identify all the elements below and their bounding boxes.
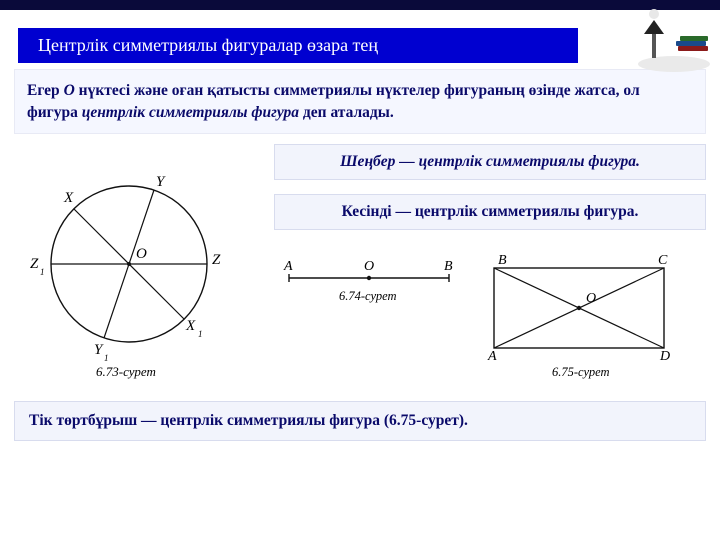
rect-O: O (586, 291, 596, 306)
lbl-O: O (136, 246, 147, 262)
def-pre: Егер (27, 82, 64, 99)
lbl-Z: Z (212, 252, 221, 268)
lbl-Y: Y (156, 174, 166, 190)
page-title: Центрлік симметриялы фигуралар өзара тең (18, 28, 578, 63)
rect-C: C (658, 253, 668, 268)
seg-caption: 6.74-сурет (339, 289, 397, 303)
statement-circle: Шеңбер — центрлік симметриялы фигура. (274, 144, 706, 180)
rect-caption: 6.75-сурет (552, 365, 610, 379)
def-term: центрлік симметриялы фигура (82, 104, 299, 121)
content-row: X Y Z Z 1 X 1 Y 1 O 6.73-сурет Шеңбер — … (14, 144, 706, 387)
segment-figure: A O B 6.74-сурет (274, 250, 464, 315)
corner-decoration (604, 6, 714, 76)
small-figures-row: A O B 6.74-сурет B C A D O 6.75-с (274, 250, 706, 385)
statement-rectangle: Тік төртбұрыш — центрлік симметриялы фиг… (14, 401, 706, 441)
right-column: Шеңбер — центрлік симметриялы фигура. Ке… (274, 144, 706, 387)
circle-caption: 6.73-сурет (96, 364, 156, 379)
seg-B: B (444, 259, 453, 274)
rect-D: D (659, 349, 670, 364)
rect-B: B (498, 253, 507, 268)
lbl-Z1s: 1 (40, 267, 45, 277)
lbl-Y1: Y (94, 342, 104, 358)
lbl-Y1s: 1 (104, 353, 109, 363)
rectangle-figure: B C A D O 6.75-сурет (474, 250, 706, 385)
rect-A: A (487, 349, 497, 364)
statement-segment: Кесінді — центрлік симметриялы фигура. (274, 194, 706, 230)
def-post: деп аталады. (299, 104, 394, 121)
lbl-X1: X (185, 318, 196, 334)
definition-box: Егер О нүктесі және оған қатысты симметр… (14, 69, 706, 134)
circle-figure: X Y Z Z 1 X 1 Y 1 O 6.73-сурет (14, 144, 264, 387)
lbl-Z1: Z (30, 256, 39, 272)
seg-O: O (364, 259, 374, 274)
lbl-X1s: 1 (198, 329, 203, 339)
lbl-X: X (63, 190, 74, 206)
seg-A: A (283, 259, 293, 274)
def-O: О (64, 82, 75, 99)
